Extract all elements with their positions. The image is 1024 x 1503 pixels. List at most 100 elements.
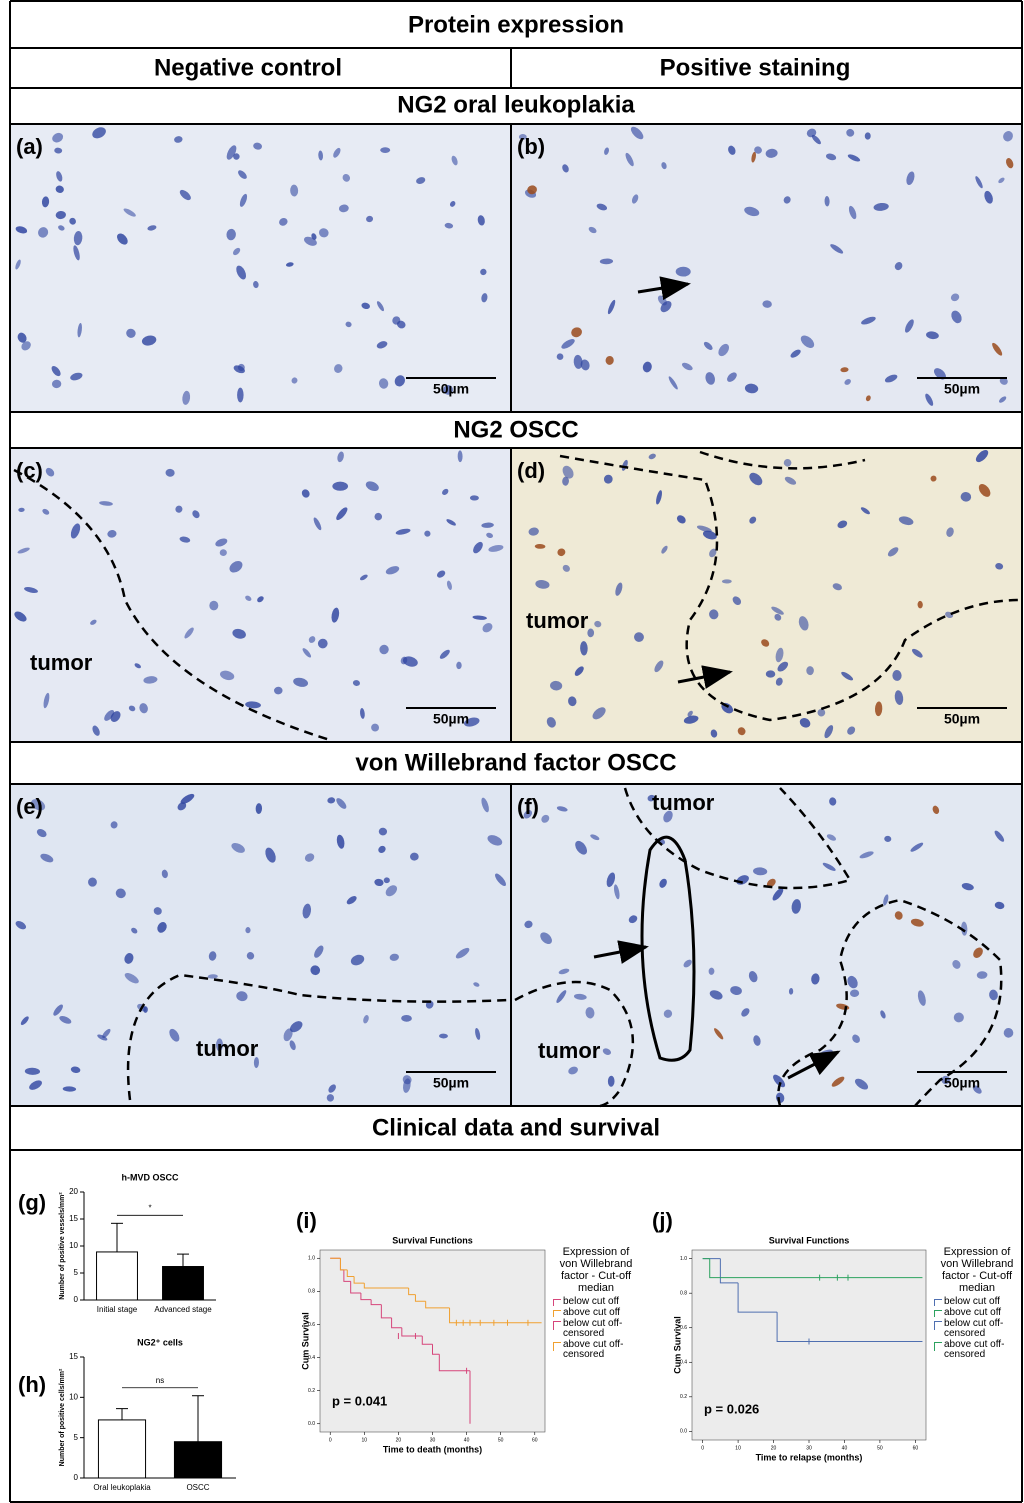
legend-label: below cut off-censored (563, 1319, 639, 1339)
nucleus (237, 388, 243, 403)
y-tick-label: 0.8 (680, 1291, 687, 1297)
x-tick-label: 10 (735, 1445, 741, 1451)
y-axis-label: Cum Survival (672, 1316, 682, 1374)
y-tick-label: 0.2 (680, 1394, 687, 1400)
legend-swatch (553, 1310, 561, 1317)
y-tick-label: 15 (69, 1214, 78, 1223)
legend-swatch (934, 1342, 942, 1351)
legend-entry: below cut off-censored (934, 1319, 1020, 1339)
legend-swatch (934, 1310, 942, 1317)
legend: Expression of von Willebrand factor - Cu… (553, 1246, 639, 1396)
y-tick-label: 0.0 (680, 1429, 687, 1435)
x-tick-label: OSCC (186, 1483, 209, 1492)
bar (174, 1442, 221, 1478)
legend-entry: above cut off (934, 1308, 1020, 1318)
y-tick-label: 20 (69, 1187, 78, 1196)
scale-bar-label: 50µm (433, 1075, 469, 1091)
chart-title: Survival Functions (769, 1235, 850, 1245)
tumor-label: tumor (652, 790, 715, 815)
p-value: p = 0.041 (332, 1393, 387, 1408)
significance-label: * (148, 1203, 151, 1212)
y-tick-label: 5 (74, 1433, 79, 1442)
y-tick-label: 1.0 (680, 1256, 687, 1262)
x-tick-label: 0 (701, 1445, 704, 1451)
column-header: Positive staining (660, 54, 851, 81)
section-title: Clinical data and survival (372, 1114, 660, 1141)
scale-bar-label: 50µm (944, 711, 980, 727)
legend-title: Expression of von Willebrand factor - Cu… (934, 1246, 1020, 1294)
p-value: p = 0.026 (704, 1401, 759, 1416)
y-tick-label: 0.2 (308, 1388, 315, 1394)
chart-title: h-MVD OSCC (122, 1172, 179, 1182)
legend-box: Expression of von Willebrand factor - Cu… (553, 1246, 639, 1360)
nucleus (332, 482, 348, 491)
legend-entry: below cut off-censored (553, 1319, 639, 1339)
significance-label: ns (156, 1376, 164, 1385)
y-tick-label: 15 (69, 1352, 78, 1361)
y-tick-label: 10 (69, 1241, 78, 1250)
legend-label: above cut off (563, 1308, 620, 1318)
scale-bar-label: 50µm (944, 381, 980, 397)
legend-entry: above cut off-censored (553, 1340, 639, 1360)
x-axis-label: Time to death (months) (383, 1444, 482, 1454)
x-tick-label: 50 (877, 1445, 883, 1451)
panel-label: (d) (517, 458, 545, 483)
x-tick-label: 0 (329, 1437, 332, 1443)
legend-swatch (934, 1299, 942, 1306)
y-tick-label: 0.0 (308, 1421, 315, 1427)
legend-label: above cut off-censored (944, 1340, 1020, 1360)
legend-label: below cut off-censored (944, 1319, 1020, 1339)
legend-label: below cut off (944, 1297, 1000, 1307)
x-tick-label: 10 (362, 1437, 368, 1443)
figure: Protein expression Negative control Posi… (0, 0, 1024, 1503)
panel-label: (g) (18, 1190, 46, 1215)
y-tick-label: 0 (74, 1295, 79, 1304)
nucleus (245, 927, 250, 933)
panel-label: (i) (296, 1208, 317, 1233)
x-tick-label: 50 (498, 1437, 504, 1443)
tumor-label: tumor (538, 1038, 601, 1063)
x-tick-label: Initial stage (97, 1305, 138, 1314)
x-tick-label: 30 (806, 1445, 812, 1451)
tumor-label: tumor (526, 608, 589, 633)
legend-swatch (553, 1342, 561, 1351)
panel-label: (f) (517, 794, 539, 819)
legend-entry: below cut off (553, 1297, 639, 1307)
x-tick-label: Advanced stage (154, 1305, 212, 1314)
legend-entry: below cut off (934, 1297, 1020, 1307)
x-tick-label: 40 (842, 1445, 848, 1451)
micrographs (10, 124, 1022, 1106)
nucleus (209, 601, 218, 611)
y-tick-label: 0 (74, 1473, 79, 1482)
x-tick-label: 60 (532, 1437, 538, 1443)
panel-label: (c) (16, 458, 43, 483)
nucleus (380, 147, 390, 153)
figure-title: Protein expression (408, 11, 624, 38)
x-tick-label: Oral leukoplakia (93, 1483, 151, 1492)
legend-label: above cut off (944, 1308, 1001, 1318)
bar (98, 1420, 145, 1478)
x-tick-label: 30 (430, 1437, 436, 1443)
micrograph (10, 448, 511, 742)
panel-label: (e) (16, 794, 43, 819)
y-axis-label: Cum Survival (300, 1312, 310, 1370)
bar (97, 1252, 138, 1300)
y-tick-label: 0.8 (308, 1289, 315, 1295)
section-title: NG2 oral leukoplakia (397, 91, 635, 118)
y-axis-label: Number of positive vessels/mm² (59, 1192, 66, 1300)
x-axis-label: Time to relapse (months) (756, 1452, 863, 1462)
nucleus (88, 877, 97, 886)
scale-bar-label: 50µm (433, 381, 469, 397)
column-header: Negative control (154, 54, 342, 81)
legend-label: below cut off (563, 1297, 619, 1307)
y-tick-label: 1.0 (308, 1256, 315, 1262)
panel-label: (b) (517, 134, 545, 159)
legend-label: above cut off-censored (563, 1340, 639, 1360)
panel-label: (j) (652, 1208, 673, 1233)
tumor-label: tumor (196, 1036, 259, 1061)
micrograph (10, 124, 511, 412)
chart-title: NG2⁺ cells (137, 1337, 183, 1347)
panel-label: (h) (18, 1372, 46, 1397)
micrograph (511, 448, 1022, 742)
tumor-label: tumor (30, 650, 93, 675)
